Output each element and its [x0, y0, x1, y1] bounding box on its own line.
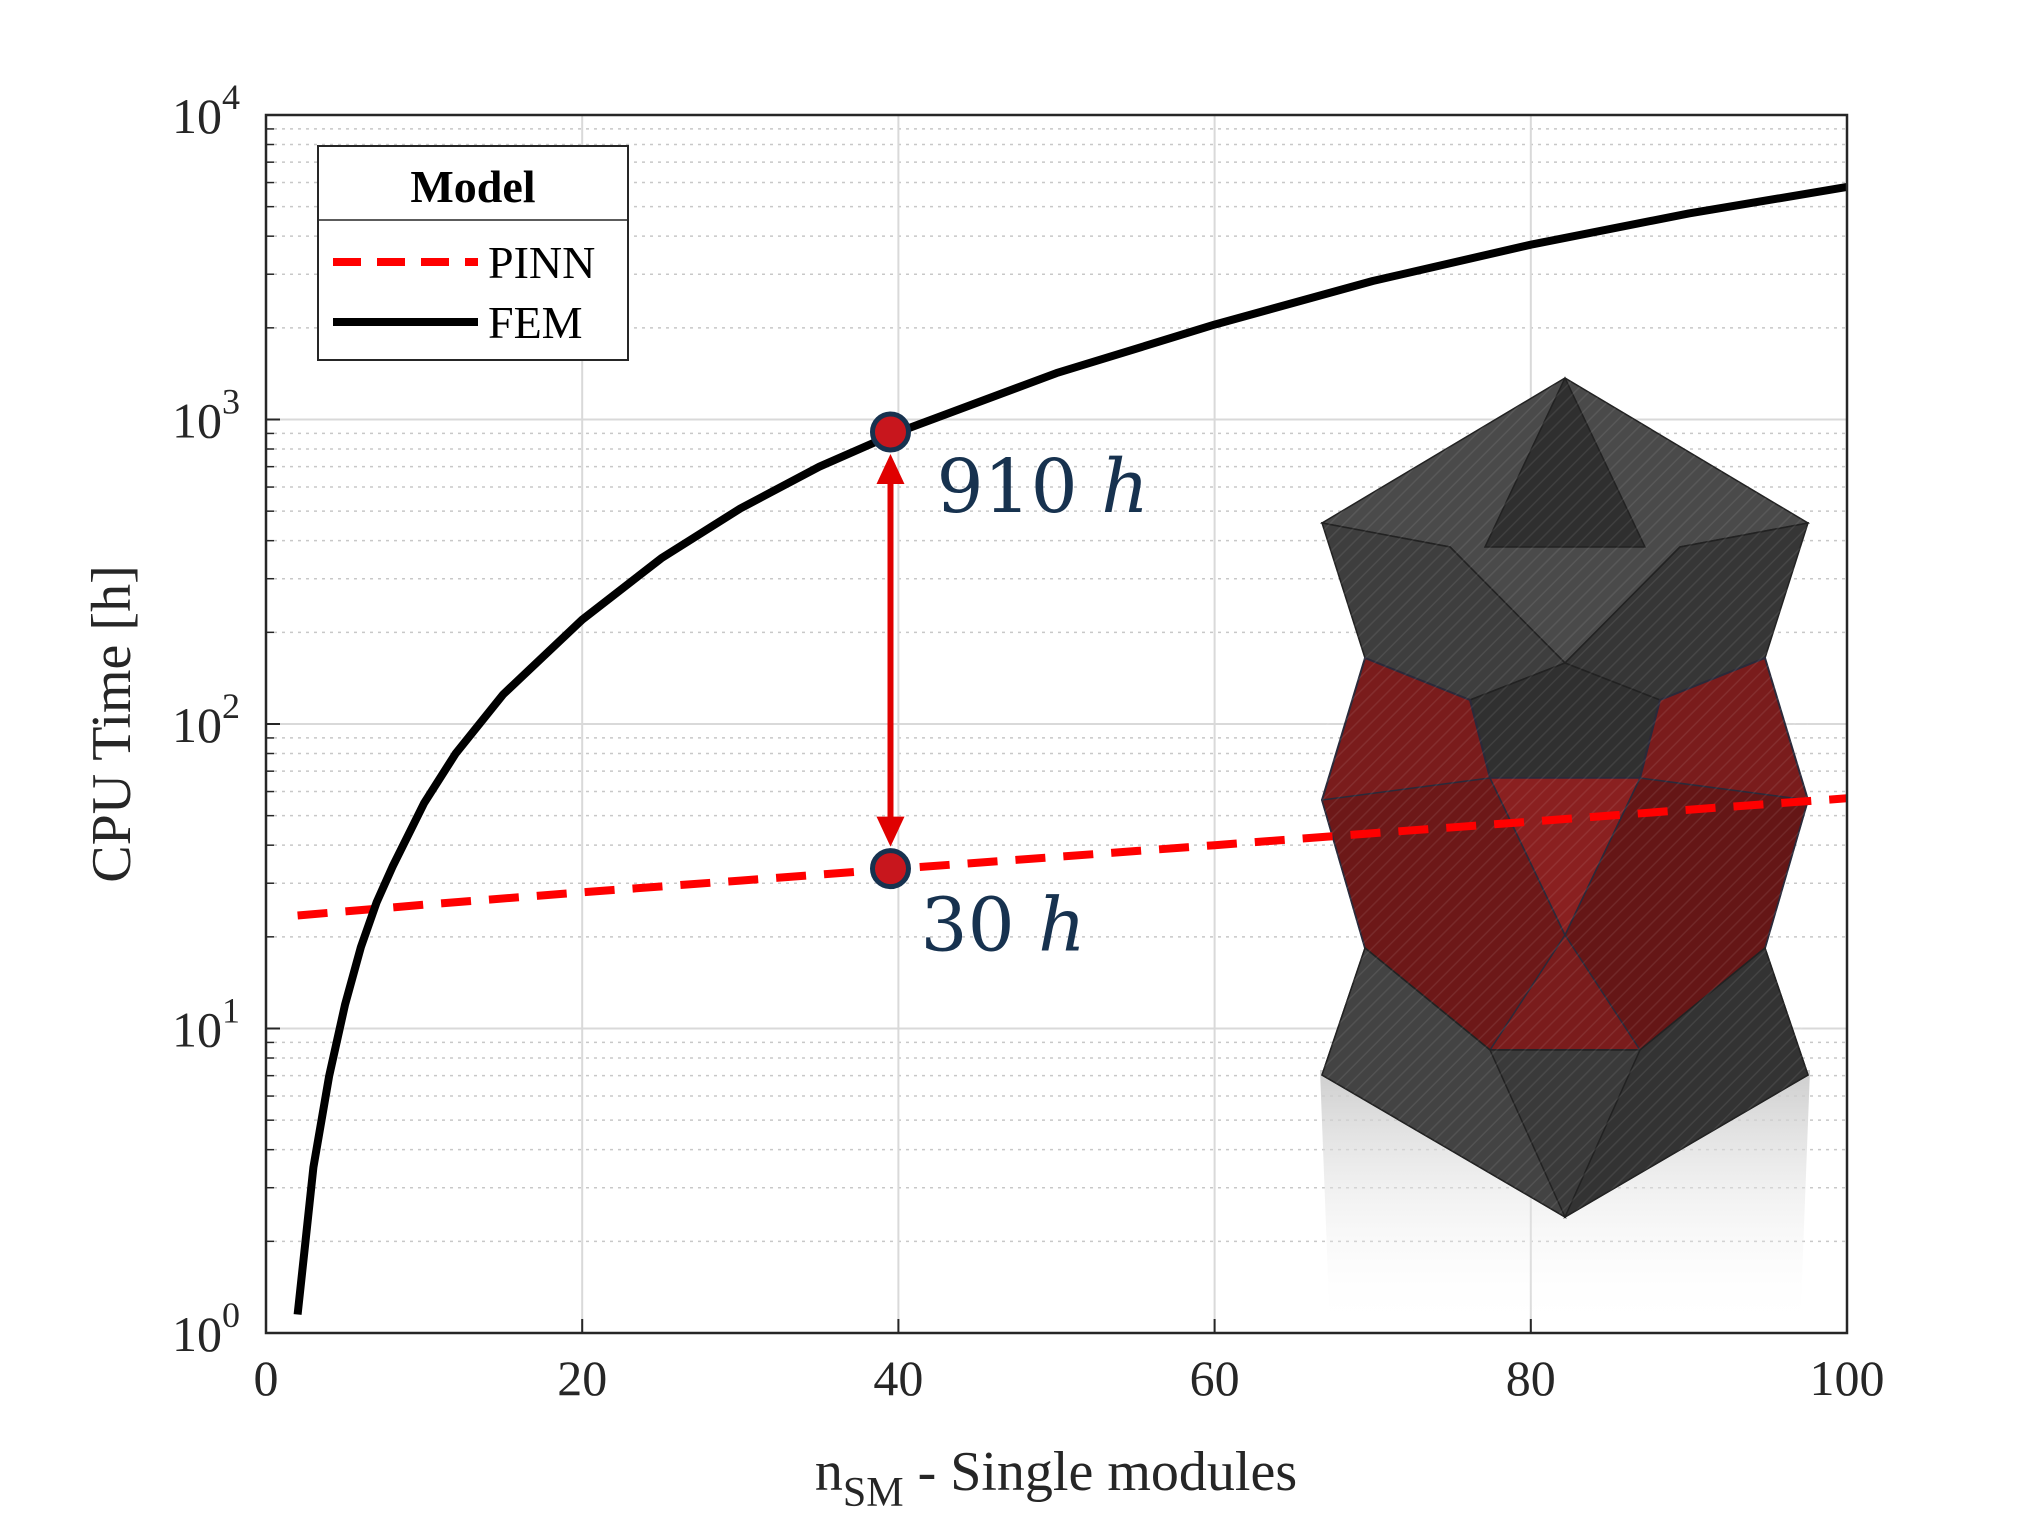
- legend-label-fem: FEM: [488, 297, 583, 348]
- legend-label-pinn: PINN: [488, 237, 595, 288]
- x-tick-label: 20: [557, 1350, 607, 1406]
- annotation-label: 30 h: [920, 883, 1085, 969]
- y-tick-label: 101: [172, 991, 240, 1058]
- y-tick-label: 100: [172, 1295, 240, 1362]
- inset-carbon-texture: [1322, 378, 1808, 1217]
- difference-arrow-head-down: [876, 816, 905, 847]
- legend-title: Model: [410, 161, 535, 212]
- x-tick-label: 80: [1506, 1350, 1556, 1406]
- annotation-marker: [869, 848, 911, 890]
- folded-module-illustration: [1319, 376, 1811, 1330]
- x-axis-title: nSM - Single modules: [815, 1441, 1297, 1516]
- y-tick-label: 104: [172, 77, 240, 144]
- y-tick-label: 102: [172, 686, 240, 753]
- axis-ticks: [265, 114, 1848, 1334]
- annotation-label: 910 h: [936, 444, 1148, 530]
- legend: Model PINN FEM: [317, 145, 629, 361]
- x-tick-label: 100: [1810, 1350, 1885, 1406]
- series-line-fem: [293, 183, 1847, 1315]
- x-tick-label: 0: [254, 1350, 279, 1406]
- difference-arrow-head-up: [876, 453, 905, 484]
- y-tick-label: 103: [172, 382, 240, 449]
- x-tick-label: 60: [1190, 1350, 1240, 1406]
- y-axis-title: CPU Time [h]: [81, 565, 143, 882]
- annotation-marker: [869, 411, 911, 453]
- x-tick-label: 40: [873, 1350, 923, 1406]
